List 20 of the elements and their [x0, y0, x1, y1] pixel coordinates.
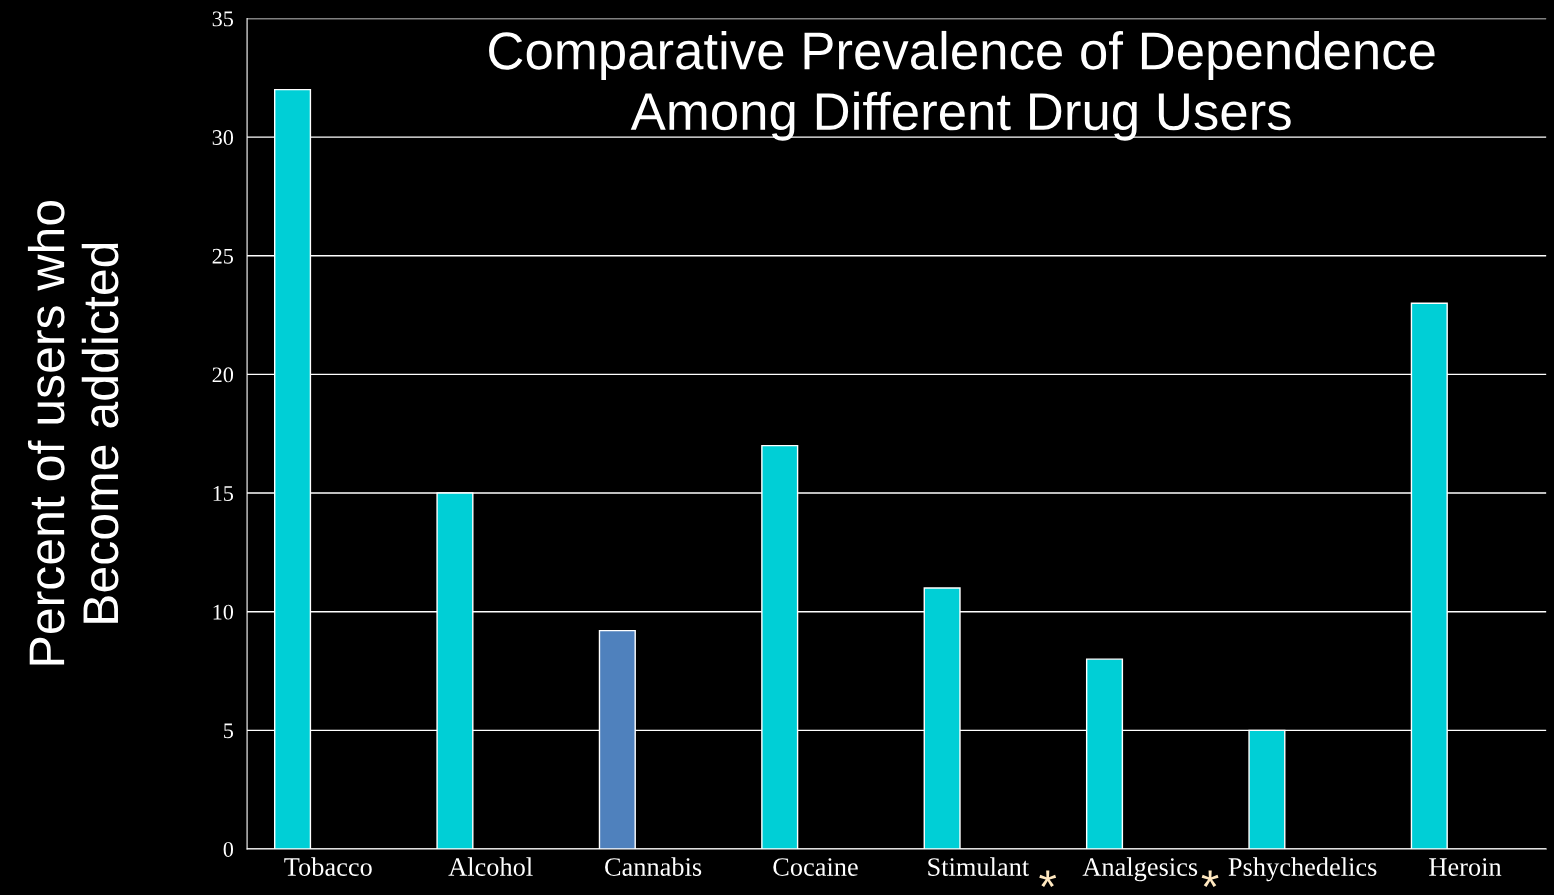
x-tick-label: Stimulant [928, 857, 1030, 876]
text: * [1201, 870, 1219, 887]
x-tick-label: Alcohol [448, 857, 533, 876]
y-tick-label: 10 [213, 604, 234, 620]
y-tick-label: 15 [213, 486, 234, 501]
text: * [1039, 870, 1057, 887]
y-tick-label: 5 [224, 723, 234, 739]
y-tick-label: 35 [212, 11, 234, 27]
y-tick-label: 25 [212, 248, 234, 264]
x-tick-label: Analgesics [1082, 857, 1198, 882]
y-axis-title: Percent of users who Become addicted [27, 200, 119, 665]
x-tick-label: Pshychedelics [1228, 857, 1377, 882]
x-tick-label: Cocaine [773, 858, 858, 876]
x-tick-label: Tobacco [284, 857, 372, 876]
y-tick-label: 30 [212, 130, 234, 146]
y-tick-label: 20 [212, 367, 234, 383]
y-tick-label: 0 [223, 841, 234, 857]
text: Comparative Prevalence of Dependence Among Different Drug Users [489, 30, 1435, 141]
x-tick-label: Heroin [1429, 858, 1502, 876]
x-tick-label: Cannabis [605, 857, 702, 876]
